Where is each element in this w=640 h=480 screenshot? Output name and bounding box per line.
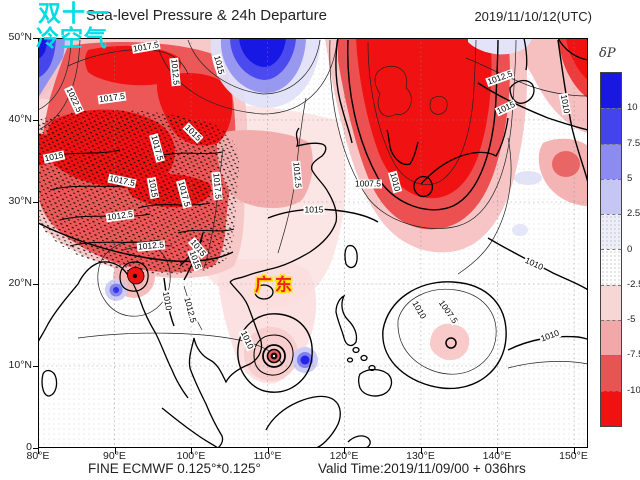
lat-tick-label: 10°N <box>8 359 32 371</box>
isobar-contours-bold <box>38 38 588 393</box>
isobar-label: 1015 <box>303 204 325 215</box>
colorbar-tick-label: 10 <box>627 102 638 114</box>
lon-tick-label: 140°E <box>482 450 512 462</box>
coastline-hokkaido <box>509 79 535 104</box>
closed-low-ring <box>445 337 457 349</box>
coastline-hainan <box>254 284 274 300</box>
colorbar-segment <box>601 178 621 215</box>
pressure-map-canvas: 1017.5 1012.5 1015 1022.5 1017.5 1015 1017.5 10… <box>38 38 588 448</box>
coastline-china <box>229 127 338 283</box>
coastline-korea <box>386 129 419 166</box>
colorbar-tick-label: 5 <box>627 172 633 184</box>
map-frame <box>38 38 588 448</box>
pressure-rise-blob-south-china-sea <box>292 347 318 373</box>
coastline-luzon <box>335 294 358 347</box>
lat-tick-label: 20°N <box>8 277 32 289</box>
lon-tick-label: 90°E <box>103 450 126 462</box>
pressure-rise-blob-bay-of-bengal <box>105 279 127 301</box>
lon-tick-mark <box>420 448 422 454</box>
coastline-honshu <box>420 117 509 185</box>
isobar-label: 1007.5 <box>354 178 382 189</box>
pressure-rise-blob-north <box>210 38 532 108</box>
colorbar-tick-label: 7.5 <box>627 137 640 149</box>
coastline-sri-lanka <box>41 369 58 397</box>
lon-tick-label: 120°E <box>329 450 359 462</box>
colorbar-segment <box>601 249 621 285</box>
colorbar-segment <box>601 390 621 426</box>
coastline-borneo <box>265 395 341 448</box>
region-label-guangdong: 广东 <box>255 275 295 296</box>
colorbar-tick-label: 2.5 <box>627 208 640 220</box>
lat-tick-mark <box>33 202 39 203</box>
lon-tick-label: 150°E <box>559 450 588 462</box>
lat-tick-mark <box>33 284 39 285</box>
annotation-cold-air: 冷空气 <box>36 26 108 52</box>
coastline-myanmar <box>121 267 189 399</box>
colorbar-segment <box>601 108 621 144</box>
coastline-sulawesi <box>347 435 371 448</box>
coastline-taiwan <box>344 244 358 269</box>
lat-tick-label: 30°N <box>8 195 32 207</box>
colorbar-tick-label: -7.5 <box>627 349 640 361</box>
valid-time-label: Valid Time:2019/11/09/00 + 036hrs <box>318 461 526 476</box>
lon-tick-label: 130°E <box>406 450 435 462</box>
lon-tick-mark <box>191 448 192 454</box>
lon-tick-mark <box>267 448 269 454</box>
lon-tick-mark <box>573 448 575 454</box>
colorbar-segment <box>601 143 621 179</box>
lat-tick-mark <box>33 366 39 367</box>
cyclone-bay-of-bengal <box>119 261 149 292</box>
run-datetime-label: 2019/11/10/12(UTC) <box>474 9 592 24</box>
lon-tick-label: 80°E <box>26 450 50 462</box>
cyclone-south-china-sea <box>253 334 294 376</box>
coastline-sumatra <box>161 407 219 448</box>
lon-tick-label: 100°E <box>176 450 206 462</box>
model-resolution-label: FINE ECMWF 0.125°*0.125° <box>88 461 261 476</box>
colorbar-segment <box>601 214 621 250</box>
coastline-indochina <box>188 281 263 448</box>
colorbar-segment <box>601 320 621 356</box>
lon-tick-mark <box>497 448 498 454</box>
colorbar-legend <box>600 72 622 427</box>
colorbar-segment <box>601 355 621 391</box>
lat-tick-label: 0 <box>26 441 32 453</box>
lat-tick-mark <box>33 38 39 39</box>
isobar-label: 1017.5 <box>211 171 224 201</box>
coastline-mindanao <box>357 368 393 397</box>
lat-tick-mark <box>33 120 39 121</box>
lat-tick-label: 50°N <box>8 31 32 43</box>
colorbar-tick-label: -5 <box>627 314 636 326</box>
lon-tick-mark <box>344 448 345 454</box>
coastline-bengal <box>38 261 123 343</box>
colorbar-title: δP <box>599 46 616 61</box>
coastlines <box>38 38 588 448</box>
lon-tick-mark <box>38 448 39 454</box>
lon-tick-label: 110°E <box>253 450 282 462</box>
lat-tick-mark <box>33 448 39 449</box>
coastline-kyushu <box>413 175 434 198</box>
graticule-lines <box>38 38 588 448</box>
isobar-label: 1012.5 <box>169 57 182 87</box>
lat-tick-label: 40°N <box>8 113 32 125</box>
colorbar-tick-label: -10 <box>627 384 640 396</box>
annotation-double-eleven: 双十一 <box>38 1 110 27</box>
page-title: Sea-level Pressure & 24h Departure <box>86 7 327 24</box>
colorbar-tick-label: 0 <box>627 243 633 255</box>
terrain-contour-squiggles <box>42 149 235 247</box>
colorbar-tick-label: -2.5 <box>627 278 640 290</box>
coastline-sakhalin <box>523 38 528 71</box>
terrain-speckle-tibet <box>38 109 240 275</box>
colorbar-segment <box>601 284 621 321</box>
colorbar-segment <box>601 73 621 109</box>
isobar-label: 1012.5 <box>291 160 304 190</box>
lon-tick-mark <box>114 448 116 454</box>
